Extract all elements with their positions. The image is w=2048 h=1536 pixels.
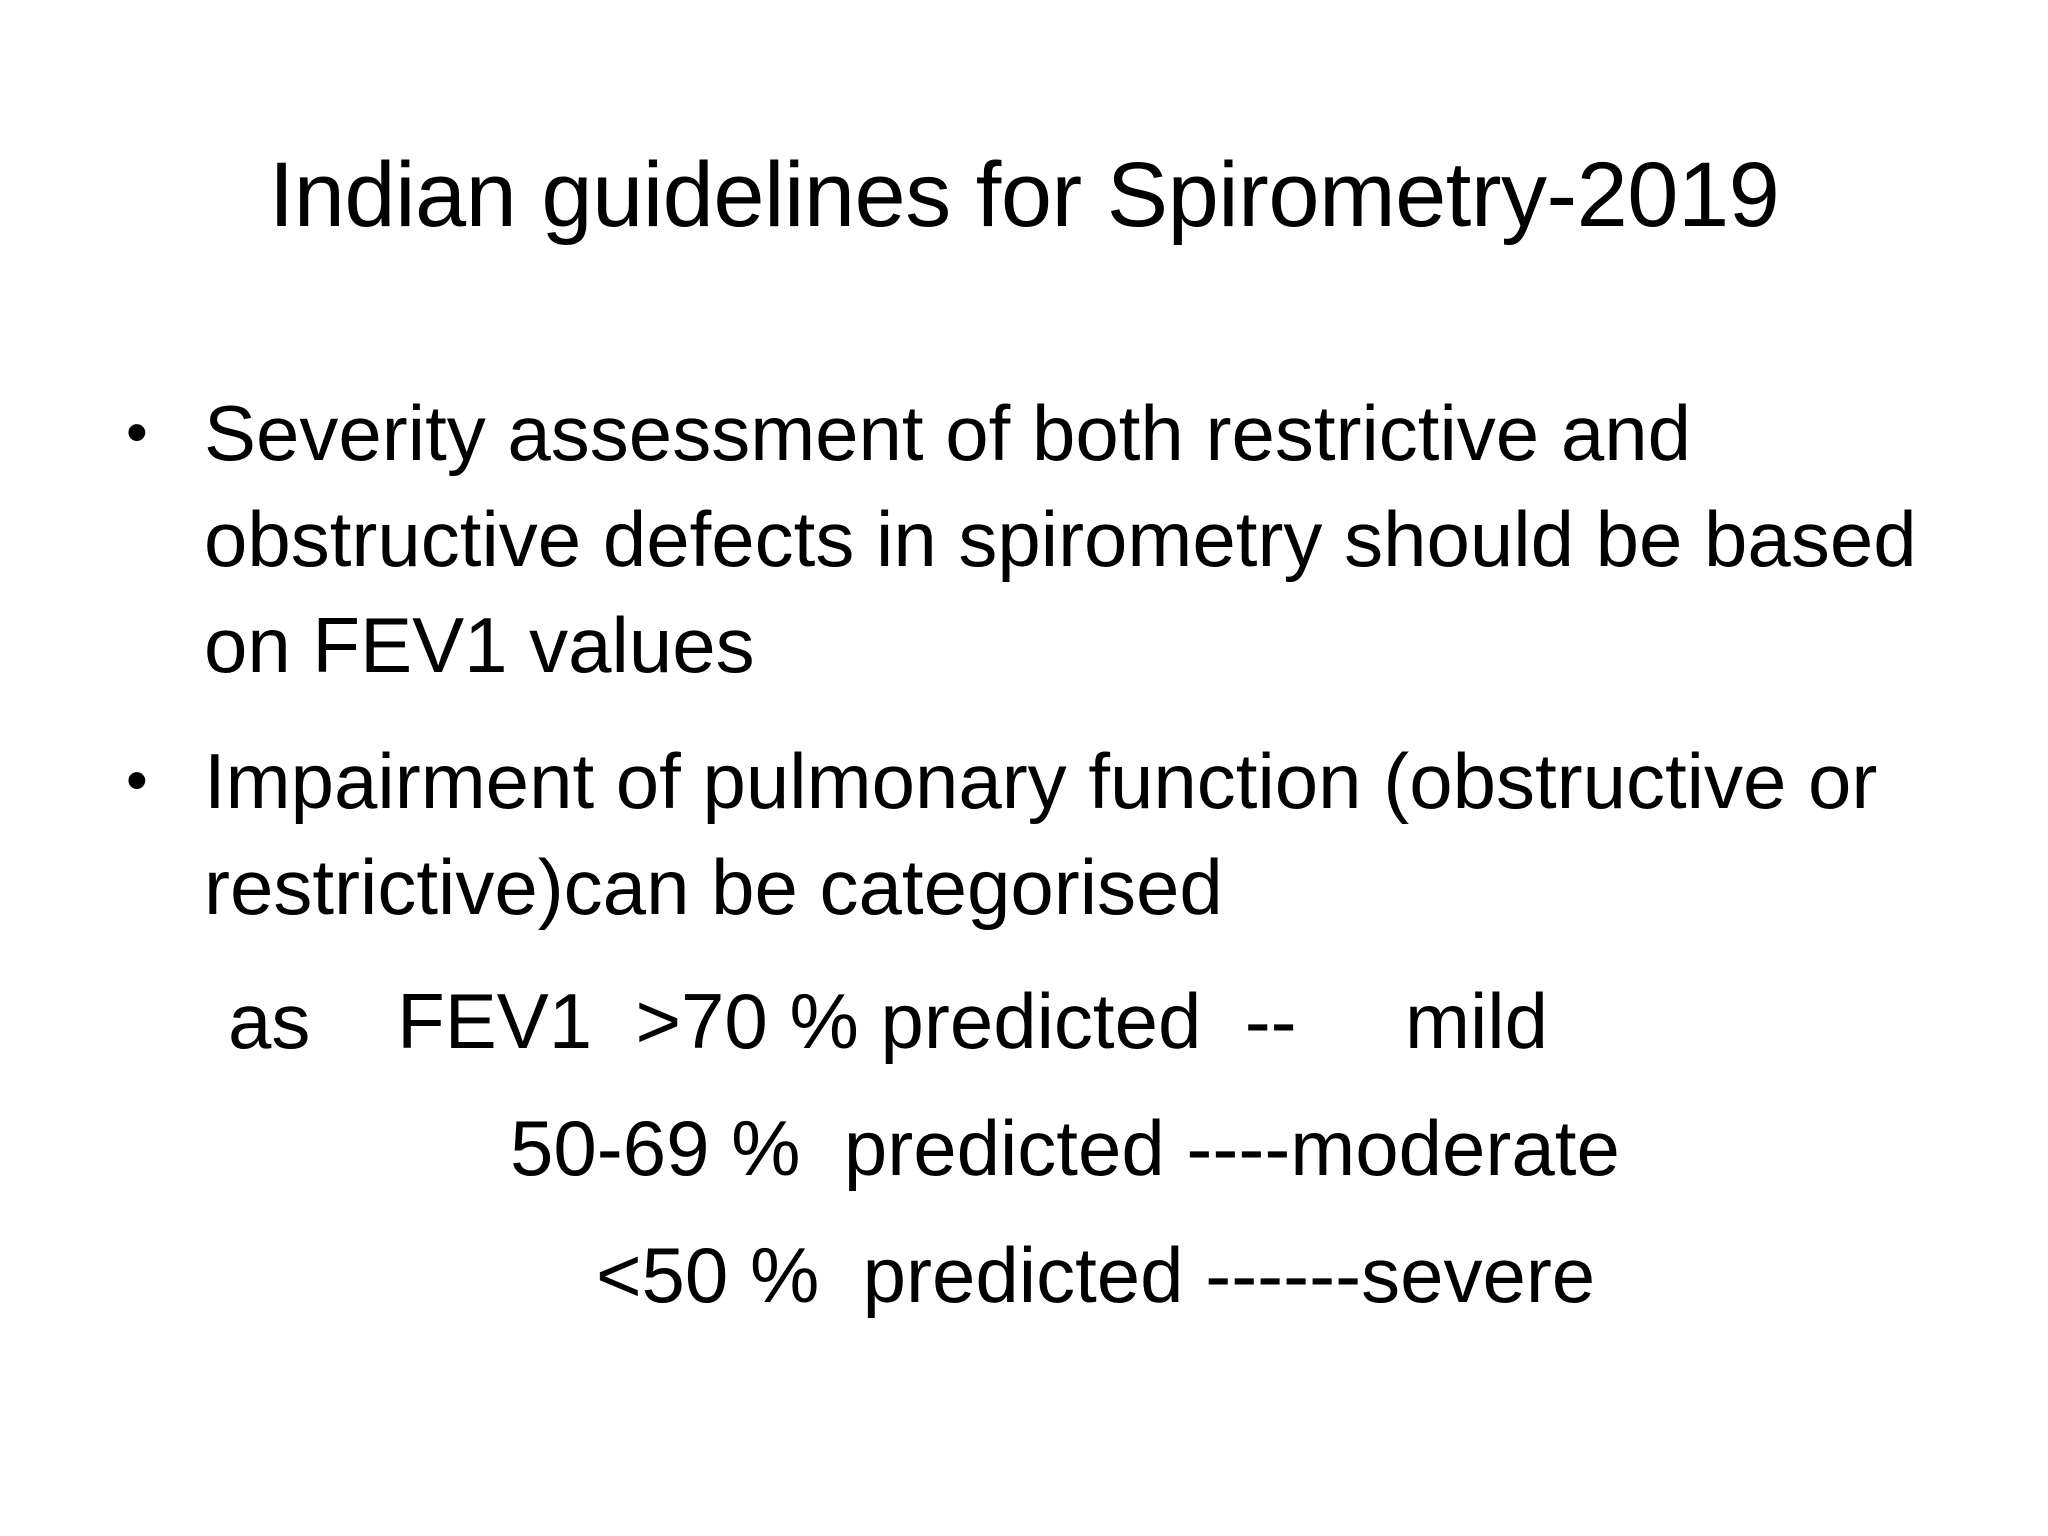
bullet-list: • Severity assessment of both restrictiv… xyxy=(120,380,1920,970)
category-moderate: 50-69 % predicted ----moderate xyxy=(510,1104,1620,1192)
bullet-marker: • xyxy=(126,746,148,815)
bullet-marker: • xyxy=(126,398,148,467)
bullet-item-impairment: • Impairment of pulmonary function (obst… xyxy=(120,728,1920,940)
slide-title: Indian guidelines for Spirometry-2019 xyxy=(268,144,1780,246)
bullet-text-severity: Severity assessment of both restrictive … xyxy=(204,389,1917,689)
category-severe: <50 % predicted ------severe xyxy=(596,1231,1596,1319)
category-mild: as FEV1 >70 % predicted -- mild xyxy=(228,977,1549,1065)
bullet-item-severity: • Severity assessment of both restrictiv… xyxy=(120,380,1920,698)
bullet-text-impairment: Impairment of pulmonary function (obstru… xyxy=(204,737,1878,931)
